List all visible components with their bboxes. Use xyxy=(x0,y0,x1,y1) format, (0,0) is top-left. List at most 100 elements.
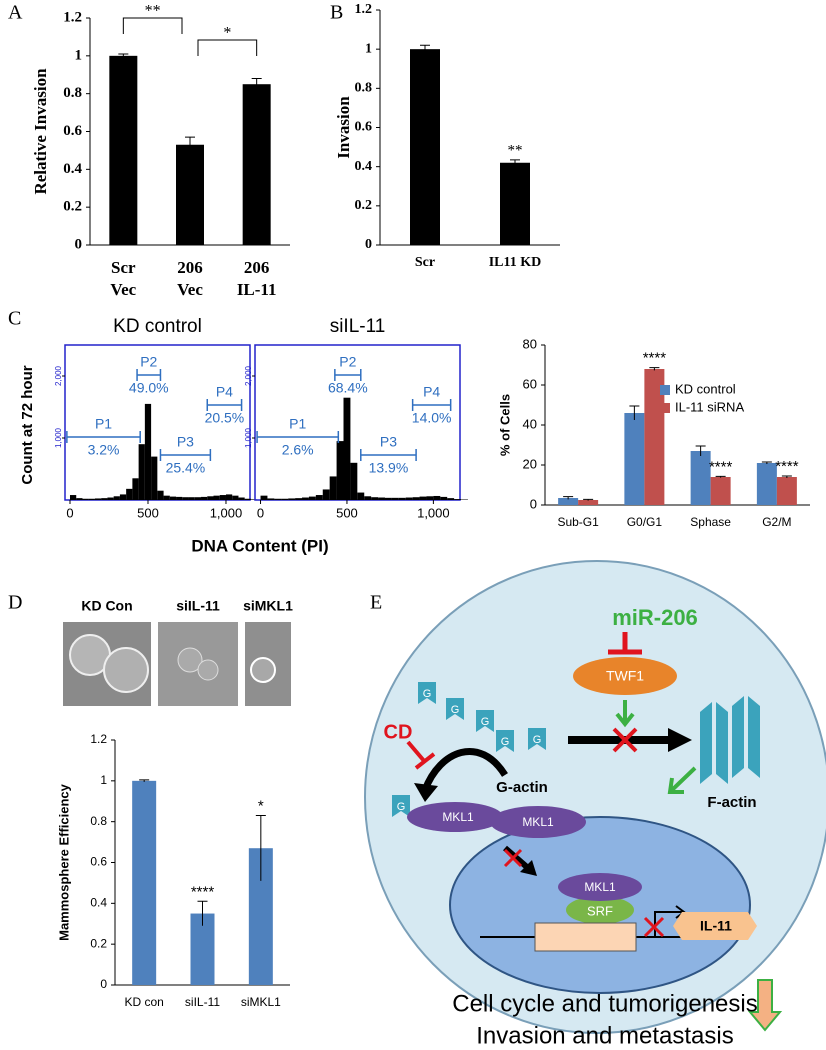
g-label: G xyxy=(501,736,510,748)
histogram-bar xyxy=(419,496,427,500)
y-tick-label: 0.8 xyxy=(355,81,373,96)
histogram-bar xyxy=(447,498,455,500)
y-tick-label: 0.4 xyxy=(355,159,373,174)
gate-percent: 20.5% xyxy=(205,410,245,426)
histogram-bar xyxy=(398,497,406,500)
error-bar xyxy=(185,136,195,153)
g-actin-monomers xyxy=(392,682,546,817)
x-tick-label: KD con xyxy=(124,995,163,1009)
significance: **** xyxy=(709,458,733,475)
bar xyxy=(248,848,273,985)
error-bar xyxy=(197,900,208,926)
panel-label: D xyxy=(8,592,22,614)
gate-name: P2 xyxy=(339,354,356,370)
gate-percent: 68.4% xyxy=(328,380,368,396)
histogram-bar xyxy=(113,496,120,500)
gate-name: P1 xyxy=(289,416,306,432)
y-tick-label: 1,000 xyxy=(244,427,253,448)
bar xyxy=(644,369,665,505)
histogram-bar xyxy=(274,498,282,500)
y-tick-label: 0.8 xyxy=(63,85,82,101)
gate-percent: 14.0% xyxy=(412,410,452,426)
histogram-bar xyxy=(188,497,195,500)
histogram-bar xyxy=(107,497,114,500)
y-tick-label: 1,000 xyxy=(54,427,63,448)
curved-arrow xyxy=(421,747,508,792)
histogram-bar xyxy=(454,499,462,500)
histogram-bar xyxy=(88,498,95,500)
histogram-bar xyxy=(144,403,152,500)
mammosphere-images xyxy=(63,622,291,706)
y-tick-label: 60 xyxy=(523,376,537,391)
histogram-bar xyxy=(69,495,77,500)
block-x xyxy=(503,848,523,868)
error-bar xyxy=(715,475,726,478)
bar xyxy=(410,49,440,245)
y-tick-label: 0.2 xyxy=(355,198,373,213)
gate-percent: 2.6% xyxy=(282,442,314,458)
gate xyxy=(256,431,340,443)
x-tick-label: 0 xyxy=(66,505,73,520)
histogram-bar xyxy=(194,497,202,500)
sphere xyxy=(177,647,203,673)
histogram-title: siIL-11 xyxy=(330,316,386,337)
sphere xyxy=(197,659,219,681)
histogram-bar xyxy=(329,476,337,500)
bar xyxy=(776,477,797,505)
histogram-bar xyxy=(281,498,289,500)
histogram-bar xyxy=(163,495,170,500)
bar xyxy=(500,162,530,245)
x-tick-label: Scr xyxy=(111,258,136,277)
histogram-bar xyxy=(119,494,127,500)
y-tick-label: 80 xyxy=(523,336,537,351)
mkl1-label: MKL1 xyxy=(584,880,616,894)
histogram-bar xyxy=(132,478,139,500)
g-label: G xyxy=(481,716,490,728)
bar xyxy=(176,144,204,245)
histogram-bar xyxy=(384,497,392,500)
bar xyxy=(578,500,599,505)
x-tick-label: G2/M xyxy=(762,515,791,529)
y-tick-label: 1 xyxy=(365,41,372,56)
histogram-bar xyxy=(350,462,358,500)
green-arrow xyxy=(615,700,635,728)
gate xyxy=(360,449,417,461)
x-tick-label: G0/G1 xyxy=(627,515,663,529)
y-tick-label: 0 xyxy=(365,237,372,252)
significance: * xyxy=(258,798,264,815)
histogram-bar xyxy=(343,397,351,500)
mkl1-shape xyxy=(407,802,503,832)
green-arrow xyxy=(667,766,697,794)
histogram-bar xyxy=(157,490,164,500)
error-bar xyxy=(510,159,520,166)
y-tick-label: 1 xyxy=(100,773,107,787)
diagram: miR-206 TWF1 G G G G G G F-actin CD G-ac… xyxy=(364,560,826,1049)
x-tick-label: 1,000 xyxy=(417,505,450,520)
image-label: siIL-11 xyxy=(176,598,220,614)
image-label: KD Con xyxy=(81,598,132,614)
y-tick-label: 20 xyxy=(523,456,537,471)
x-tick-label: 500 xyxy=(336,505,358,520)
histogram-bar xyxy=(232,495,239,500)
bar xyxy=(558,498,579,505)
panel-label: C xyxy=(8,308,21,330)
bar xyxy=(132,780,157,985)
bar xyxy=(710,477,731,505)
histogram-bar xyxy=(244,498,251,500)
histogram-bar xyxy=(433,495,441,500)
y-tick-label: 0.6 xyxy=(90,855,107,869)
error-bar xyxy=(761,461,772,464)
significance: ** xyxy=(145,3,161,20)
x-tick-label: 206 xyxy=(244,258,270,277)
histogram-bar xyxy=(315,495,323,500)
significance: ** xyxy=(508,142,523,158)
histogram-bar xyxy=(82,498,89,500)
histogram-bar xyxy=(405,497,413,500)
histogram-bar xyxy=(169,496,177,500)
inhibit xyxy=(608,632,642,655)
histogram-bar xyxy=(336,441,344,500)
gate-percent: 13.9% xyxy=(369,460,409,476)
histogram-bar xyxy=(440,496,448,500)
y-tick-label: 0 xyxy=(530,496,537,511)
